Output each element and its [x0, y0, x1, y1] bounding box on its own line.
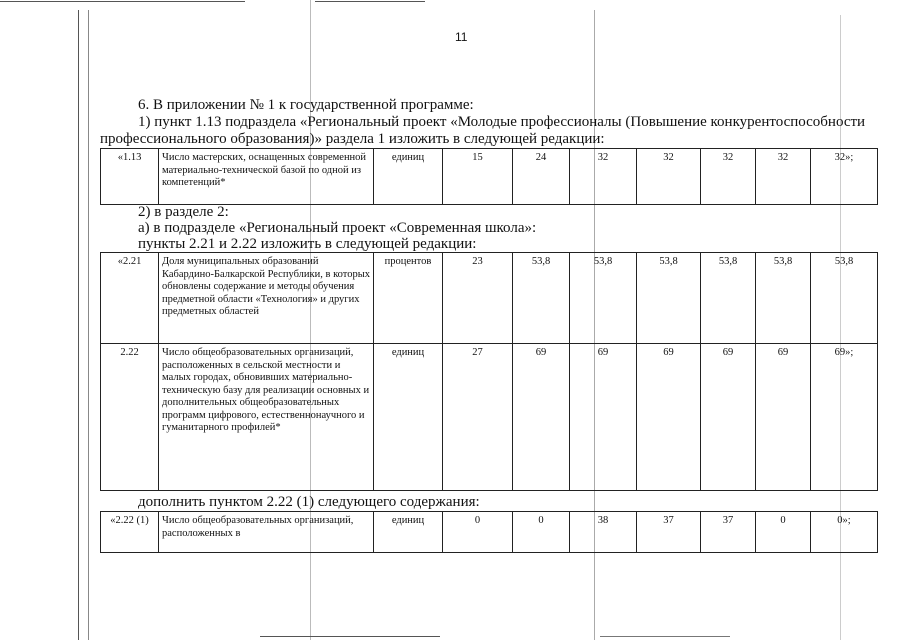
- table-row: «1.13 Число мастерских, оснащенных соврем…: [100, 148, 878, 205]
- table-items-2-21-2-22: «2.21 Доля муниципальных образований Каба…: [100, 252, 878, 491]
- paragraph: профессионального образования)» раздела …: [100, 131, 605, 147]
- scan-line: [260, 636, 440, 637]
- year-value: 32»;: [810, 148, 878, 205]
- year-value: 32: [700, 148, 756, 205]
- year-value: 37: [636, 511, 701, 553]
- scan-line: [78, 10, 79, 640]
- year-value: 69: [700, 343, 756, 491]
- year-value: 53,8: [569, 252, 637, 344]
- scan-line: [315, 1, 425, 2]
- indicator-name: Число общеобразовательных организаций, р…: [158, 511, 374, 553]
- year-value: 24: [512, 148, 570, 205]
- year-value: 0: [512, 511, 570, 553]
- year-value: 32: [755, 148, 811, 205]
- year-value: 32: [569, 148, 637, 205]
- page-number: 11: [455, 30, 468, 44]
- paragraph: пункты 2.21 и 2.22 изложить в следующей …: [138, 236, 477, 252]
- indicator-name: Число общеобразовательных организаций, р…: [158, 343, 374, 491]
- item-number: «2.22 (1): [100, 511, 159, 553]
- year-value: 69: [755, 343, 811, 491]
- unit: процентов: [373, 252, 443, 344]
- year-value: 15: [442, 148, 513, 205]
- paragraph: а) в подразделе «Региональный проект «Со…: [138, 220, 537, 236]
- item-number: «1.13: [100, 148, 159, 205]
- item-number: 2.22: [100, 343, 159, 491]
- year-value: 53,8: [810, 252, 878, 344]
- year-value: 32: [636, 148, 701, 205]
- year-value: 69: [512, 343, 570, 491]
- item-number: «2.21: [100, 252, 159, 344]
- year-value: 69»;: [810, 343, 878, 491]
- table-row: 2.22 Число общеобразовательных организаци…: [100, 343, 878, 491]
- scan-line: [88, 10, 89, 640]
- unit: единиц: [373, 148, 443, 205]
- year-value: 53,8: [755, 252, 811, 344]
- year-value: 0: [755, 511, 811, 553]
- year-value: 23: [442, 252, 513, 344]
- table-item-2-22-1: «2.22 (1) Число общеобразовательных орган…: [100, 511, 878, 553]
- table-item-1-13: «1.13 Число мастерских, оснащенных соврем…: [100, 148, 878, 205]
- indicator-name: Число мастерских, оснащенных современной…: [158, 148, 374, 205]
- year-value: 69: [569, 343, 637, 491]
- paragraph: 6. В приложении № 1 к государственной пр…: [138, 97, 474, 113]
- scan-line: [0, 1, 245, 2]
- year-value: 37: [700, 511, 756, 553]
- year-value: 53,8: [636, 252, 701, 344]
- year-value: 0»;: [810, 511, 878, 553]
- paragraph: 2) в разделе 2:: [138, 204, 229, 220]
- paragraph: 1) пункт 1.13 подраздела «Региональный п…: [138, 114, 866, 130]
- indicator-name: Доля муниципальных образований Кабардино…: [158, 252, 374, 344]
- year-value: 53,8: [700, 252, 756, 344]
- table-row: «2.22 (1) Число общеобразовательных орган…: [100, 511, 878, 553]
- year-value: 38: [569, 511, 637, 553]
- paragraph: дополнить пунктом 2.22 (1) следующего со…: [138, 494, 480, 510]
- year-value: 0: [442, 511, 513, 553]
- unit: единиц: [373, 511, 443, 553]
- year-value: 53,8: [512, 252, 570, 344]
- unit: единиц: [373, 343, 443, 491]
- table-row: «2.21 Доля муниципальных образований Каба…: [100, 252, 878, 344]
- year-value: 27: [442, 343, 513, 491]
- scan-line: [600, 636, 730, 637]
- year-value: 69: [636, 343, 701, 491]
